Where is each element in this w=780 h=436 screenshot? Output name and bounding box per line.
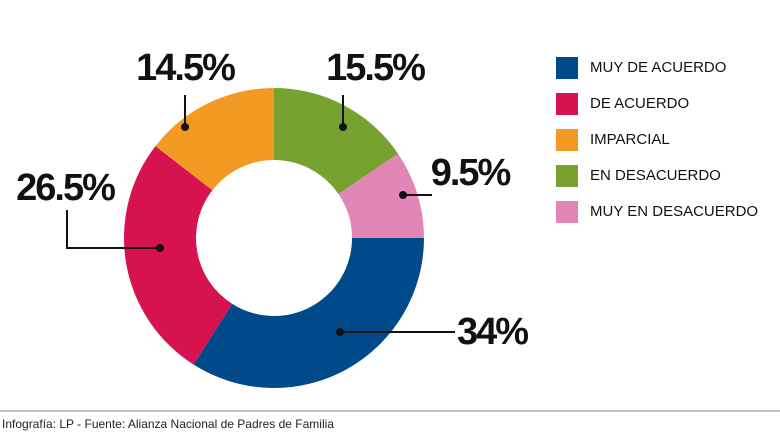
leader-dot: [156, 244, 164, 252]
value-label: 15.5%: [326, 47, 425, 89]
leader-dot: [181, 123, 189, 131]
legend-label: DE ACUERDO: [590, 95, 689, 112]
legend-swatch: [556, 93, 578, 115]
legend-swatch: [556, 57, 578, 79]
legend-label: MUY EN DESACUERDO: [590, 203, 758, 220]
legend-swatch: [556, 129, 578, 151]
leader-dot: [399, 191, 407, 199]
legend-label: IMPARCIAL: [590, 131, 670, 148]
value-label: 9.5%: [431, 152, 511, 194]
source: Infografía: LP - Fuente: Alianza Naciona…: [2, 417, 334, 431]
value-label: 26.5%: [16, 167, 115, 209]
donut-slice: [155, 88, 274, 191]
leader-line: [66, 210, 160, 249]
value-label: 34%: [457, 311, 528, 353]
donut-slice: [123, 146, 233, 365]
donut-slice: [193, 238, 424, 389]
donut-slice: [338, 153, 425, 238]
leader-dot: [336, 328, 344, 336]
legend-label: MUY DE ACUERDO: [590, 59, 726, 76]
legend-label: EN DESACUERDO: [590, 167, 721, 184]
value-label: 14.5%: [136, 47, 235, 89]
leader-dot: [339, 123, 347, 131]
donut-slice: [274, 88, 399, 195]
legend-swatch: [556, 201, 578, 223]
legend-swatch: [556, 165, 578, 187]
